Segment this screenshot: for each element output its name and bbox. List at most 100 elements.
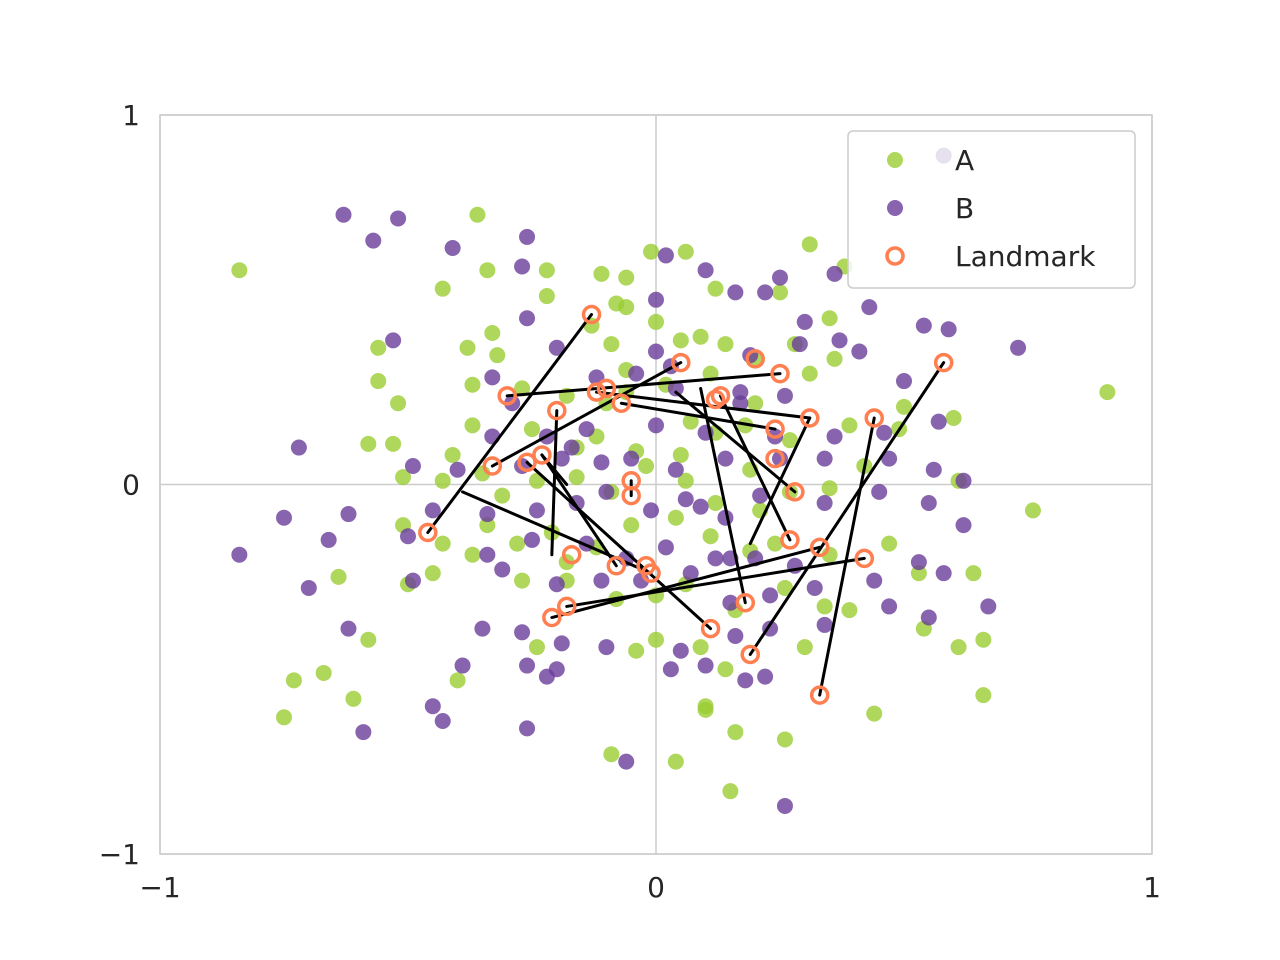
point-series-b (479, 546, 496, 563)
point-series-a (524, 421, 540, 438)
legend-marker-b (887, 200, 903, 216)
point-series-a (826, 350, 843, 367)
point-series-b (335, 206, 352, 223)
point-series-a (697, 701, 714, 718)
legend-label: Landmark (955, 240, 1096, 273)
point-series-a (434, 535, 451, 552)
point-series-b (434, 712, 451, 729)
y-tick-label: 0 (122, 469, 140, 502)
legend-items: AB Landmark (885, 144, 1096, 273)
point-series-b (385, 332, 402, 349)
point-series-b (896, 373, 912, 390)
point-series-b (548, 576, 565, 593)
point-series-a (643, 243, 660, 260)
point-series-a (975, 631, 992, 648)
point-series-a (464, 546, 481, 563)
point-series-a (692, 328, 709, 345)
landmark-link-line (699, 386, 747, 605)
point-series-a (484, 325, 501, 342)
landmark-marker (671, 352, 691, 373)
point-series-a (707, 280, 724, 297)
legend-marker-a (887, 152, 903, 168)
point-series-b (553, 450, 570, 467)
point-series-a (628, 642, 645, 659)
point-series-b (776, 797, 793, 814)
point-series-b (697, 262, 714, 279)
point-series-a (821, 310, 838, 327)
point-series-b (320, 531, 337, 548)
point-series-a (1099, 384, 1116, 401)
landmark-marker (705, 389, 726, 410)
point-series-b (657, 247, 674, 264)
point-series-b (796, 313, 813, 330)
point-series-a (360, 631, 377, 648)
point-series-a (722, 783, 739, 800)
point-series-a (896, 398, 912, 415)
point-series-b (667, 380, 684, 397)
point-series-a (821, 480, 838, 497)
landmark-marker (586, 382, 607, 402)
point-series-a (707, 494, 724, 511)
point-series-b (920, 494, 937, 511)
x-axis-ticks: −1 0 1 (139, 871, 1161, 904)
point-series-a (965, 565, 982, 582)
point-series-a (727, 724, 744, 741)
point-series-b (772, 269, 788, 286)
point-series-a (538, 262, 555, 279)
point-series-a (1024, 502, 1041, 519)
point-series-b (955, 517, 972, 534)
point-series-b (643, 502, 660, 519)
point-series-a (449, 672, 466, 689)
point-series-a (648, 313, 664, 330)
point-series-b (915, 317, 932, 334)
y-tick-label: −1 (99, 838, 140, 871)
point-series-a (385, 435, 402, 452)
point-series-a (672, 446, 689, 463)
landmark-marker (780, 530, 800, 550)
point-series-b (831, 332, 848, 349)
point-series-b (524, 531, 540, 548)
point-series-b (404, 458, 421, 475)
landmark-marker (933, 352, 954, 373)
point-series-b (697, 657, 714, 674)
point-series-b (717, 450, 734, 467)
point-series-b (623, 450, 640, 467)
point-series-b (861, 299, 878, 316)
point-series-b (871, 483, 888, 500)
point-series-a (672, 332, 689, 349)
landmark-marker (700, 618, 721, 639)
point-series-a (910, 565, 927, 582)
point-series-a (469, 206, 486, 223)
point-series-a (345, 690, 362, 707)
landmark-marker (542, 607, 562, 628)
point-series-b (276, 509, 292, 526)
point-series-a (623, 517, 640, 534)
point-series-a (231, 262, 248, 279)
point-series-b (340, 506, 357, 523)
point-series-a (717, 661, 734, 678)
point-series-a (514, 380, 531, 397)
point-series-b (484, 428, 501, 445)
point-series-b (657, 539, 674, 556)
point-series-a (638, 458, 655, 475)
legend-box (847, 130, 1136, 289)
landmark-link-line (565, 556, 866, 608)
landmark-marker (854, 548, 875, 569)
point-series-b (816, 616, 833, 633)
landmark-marker (561, 544, 582, 565)
point-series-b (300, 579, 317, 596)
landmark-marker (636, 556, 656, 576)
point-series-a (444, 446, 461, 463)
landmark-marker (596, 378, 617, 399)
point-series-a (528, 639, 545, 656)
point-series-a (772, 284, 788, 301)
x-tick-label: −1 (139, 871, 180, 904)
point-series-b (474, 620, 491, 637)
point-series-b (667, 461, 684, 478)
landmark-marker (532, 445, 552, 465)
landmark-marker (800, 408, 820, 428)
point-series-a (370, 339, 387, 356)
point-series-b (722, 594, 739, 611)
landmark-link-line (619, 401, 777, 431)
